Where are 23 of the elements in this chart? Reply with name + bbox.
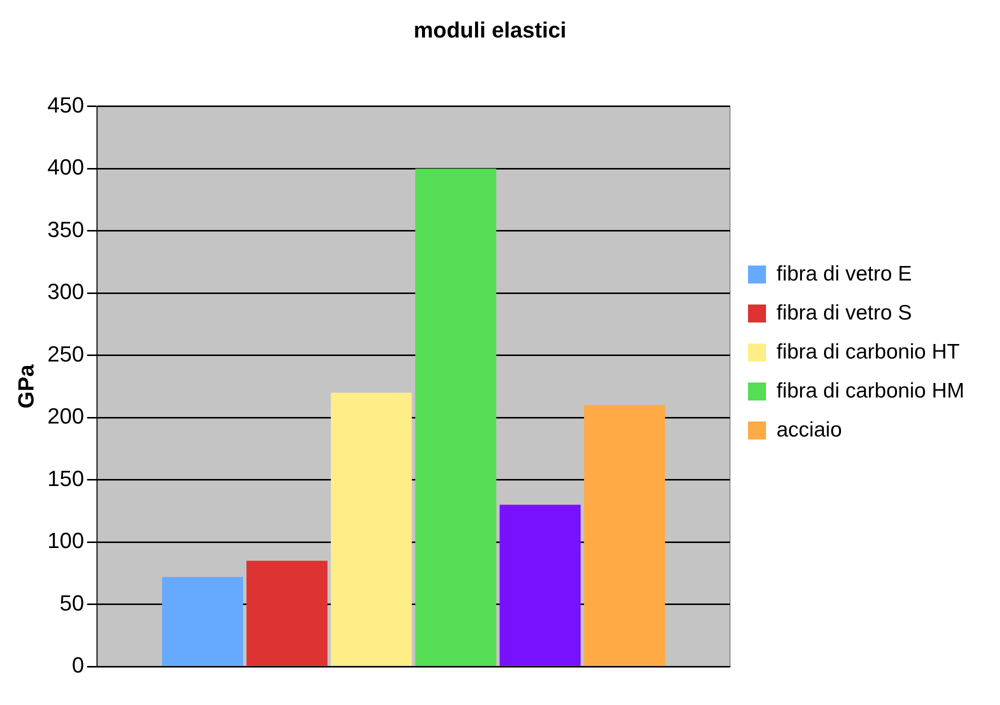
y-tick-label: 50 [60, 590, 84, 616]
y-tick-label: 100 [47, 528, 84, 554]
y-tick-label: 0 [72, 652, 84, 678]
y-tick-label: 250 [47, 341, 84, 366]
legend-label: fibra di carbonio HT [776, 340, 960, 364]
y-axis-title: GPa [13, 364, 38, 409]
bar [584, 405, 666, 666]
bar [246, 560, 328, 666]
legend-label: fibra di carbonio HM [776, 379, 964, 402]
y-tick-label: 450 [47, 92, 84, 118]
legend-label: fibra di vetro E [776, 262, 912, 286]
y-tick-label: 200 [47, 404, 84, 429]
bar [162, 576, 244, 666]
legend-label: acciaio [776, 418, 842, 442]
legend-label: fibra di vetro S [776, 301, 912, 324]
bar [500, 504, 581, 666]
y-tick-label: 350 [47, 216, 84, 242]
chart-title: moduli elastici [414, 17, 566, 42]
y-tick-label: 300 [47, 279, 84, 304]
y-tick-label: 400 [47, 154, 84, 180]
bar [415, 168, 496, 666]
y-tick-label: 150 [47, 466, 84, 491]
bar [330, 392, 412, 666]
